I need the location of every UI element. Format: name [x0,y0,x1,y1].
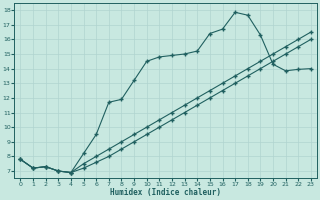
X-axis label: Humidex (Indice chaleur): Humidex (Indice chaleur) [110,188,221,197]
